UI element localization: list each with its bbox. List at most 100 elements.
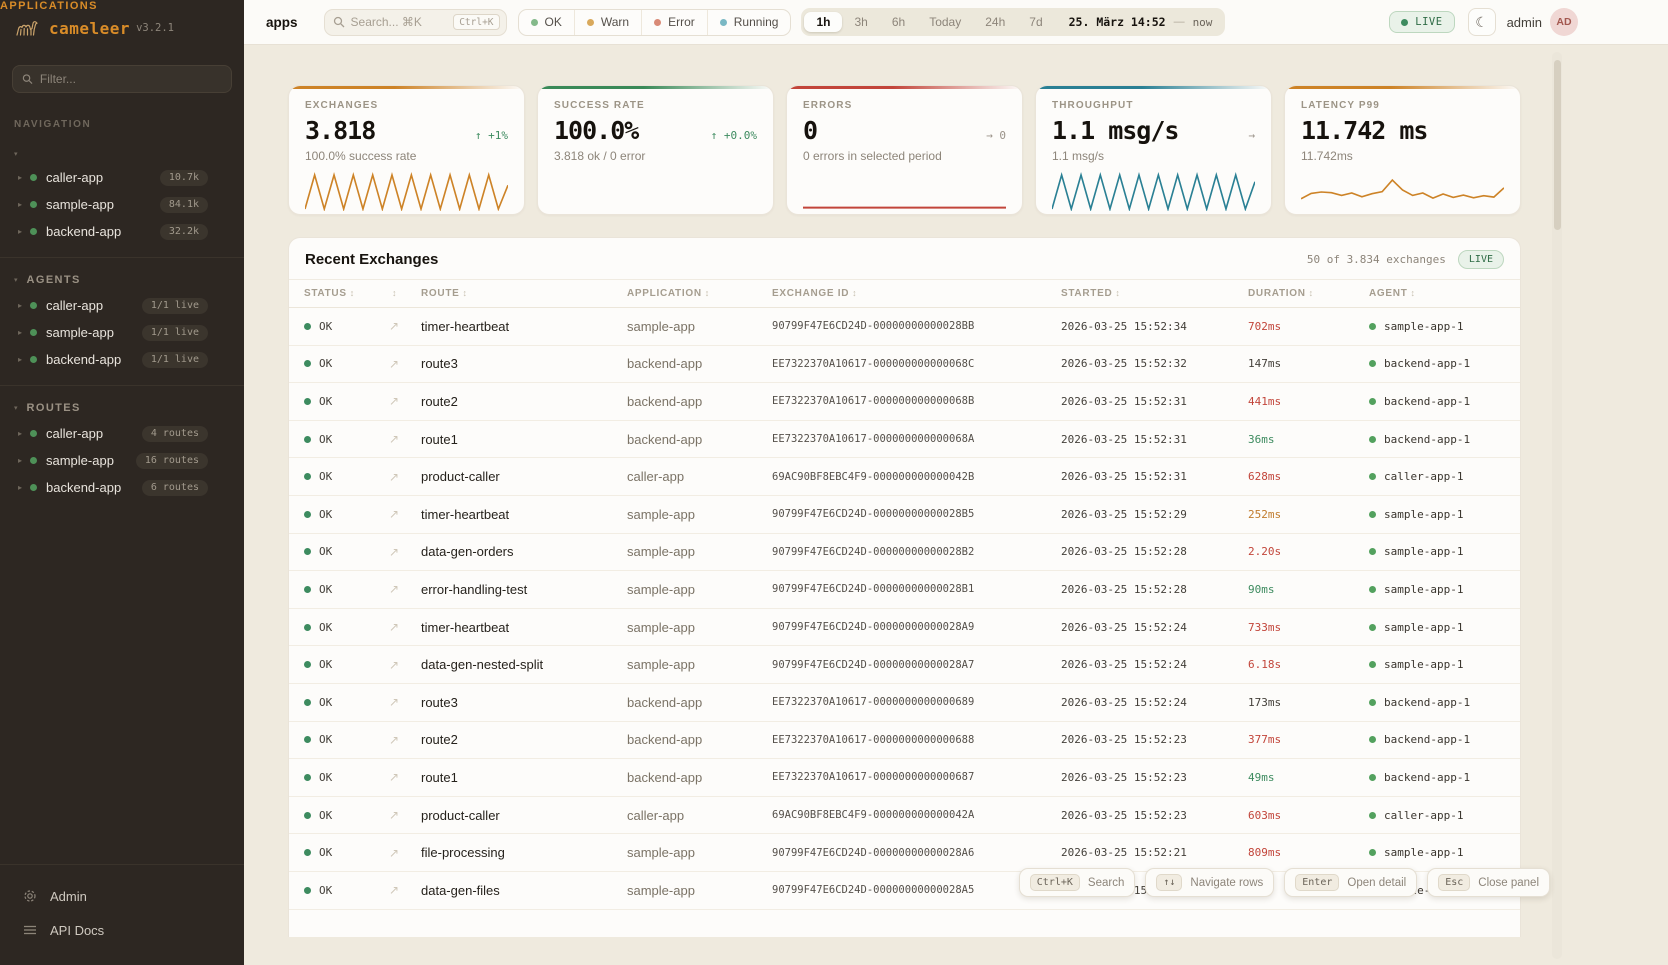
open-exchange-icon[interactable]: ↗ <box>389 845 400 860</box>
sidebar-nav-item[interactable]: ▸ sample-app 84.1k <box>0 191 244 218</box>
section-header[interactable]: ▾ ROUTES <box>0 396 244 420</box>
col-application[interactable]: APPLICATION ↕ <box>627 288 710 299</box>
open-exchange-icon[interactable]: ↗ <box>389 356 400 371</box>
time-range-24h[interactable]: 24h <box>985 15 1006 29</box>
open-exchange-icon[interactable]: ↗ <box>389 695 400 710</box>
row-started: 2026-03-25 15:52:31 <box>1061 432 1187 446</box>
filter-running[interactable]: Running <box>708 10 791 35</box>
time-range-today[interactable]: Today <box>929 15 962 29</box>
collapse-icon: ▾ <box>14 151 18 158</box>
row-agent: caller-app-1 <box>1384 808 1464 822</box>
kpi-card-exchanges[interactable]: EXCHANGES 3.818 ↑ +1% 100.0% success rat… <box>288 85 525 215</box>
status-dot <box>30 430 37 437</box>
table-row[interactable]: OK ↗ route1 backend-app EE7322370A10617-… <box>289 421 1520 459</box>
kpi-subtitle: 1.1 msg/s <box>1052 149 1105 163</box>
row-status: OK <box>319 620 333 634</box>
col-agent[interactable]: AGENT ↕ <box>1369 288 1416 299</box>
row-application: sample-app <box>627 882 695 898</box>
open-exchange-icon[interactable]: ↗ <box>389 469 400 484</box>
table-row[interactable]: OK ↗ route3 backend-app EE7322370A10617-… <box>289 684 1520 722</box>
open-exchange-icon[interactable]: ↗ <box>389 883 400 898</box>
open-exchange-icon[interactable]: ↗ <box>389 544 400 559</box>
time-range-display[interactable]: 25. März 14:52 — now <box>1069 15 1223 29</box>
avatar[interactable]: AD <box>1550 8 1578 36</box>
sidebar-nav-item[interactable]: ▸ caller-app 10.7k <box>0 164 244 191</box>
kpi-card-errors[interactable]: ERRORS 0 → 0 0 errors in selected period <box>786 85 1023 215</box>
section-label: ROUTES <box>26 402 81 414</box>
search-input[interactable] <box>350 15 451 29</box>
global-search[interactable]: Ctrl+K <box>323 8 507 36</box>
table-row[interactable]: OK ↗ data-gen-nested-split sample-app 90… <box>289 646 1520 684</box>
open-exchange-icon[interactable]: ↗ <box>389 319 400 334</box>
open-exchange-icon[interactable]: ↗ <box>389 432 400 447</box>
filter-ok[interactable]: OK <box>519 9 575 35</box>
filter-input[interactable] <box>39 72 222 86</box>
section-header[interactable]: ▾ AGENTS <box>0 268 244 292</box>
filter-warn[interactable]: Warn <box>575 9 643 35</box>
sidebar-nav-item[interactable]: ▸ sample-app 16 routes <box>0 447 244 474</box>
table-row[interactable]: OK ↗ product-caller caller-app 69AC90BF8… <box>289 458 1520 496</box>
hint-search: Ctrl+K Search <box>1018 868 1136 897</box>
table-row[interactable]: OK ↗ route2 backend-app EE7322370A10617-… <box>289 383 1520 421</box>
col-exchange-id[interactable]: EXCHANGE ID ↕ <box>772 288 858 299</box>
app-logo[interactable]: cameleer v3.2.1 <box>0 0 244 53</box>
table-row[interactable]: OK ↗ timer-heartbeat sample-app 90799F47… <box>289 496 1520 534</box>
col-started[interactable]: STARTED ↕ <box>1061 288 1121 299</box>
scrollbar-thumb[interactable] <box>1553 60 1561 230</box>
row-started: 2026-03-25 15:52:23 <box>1061 808 1187 822</box>
sidebar-nav-item[interactable]: ▸ backend-app 32.2k <box>0 218 244 245</box>
sidebar-nav-item[interactable]: ▸ sample-app 1/1 live <box>0 319 244 346</box>
table-row[interactable]: OK ↗ error-handling-test sample-app 9079… <box>289 571 1520 609</box>
row-status: OK <box>319 319 333 333</box>
time-range-7d[interactable]: 7d <box>1029 15 1043 29</box>
time-range-6h[interactable]: 6h <box>891 15 906 29</box>
section-header[interactable]: ▾ APPLICATIONS <box>0 0 244 164</box>
table-row[interactable]: OK ↗ product-caller caller-app 69AC90BF8… <box>289 797 1520 835</box>
table-row[interactable]: OK ↗ route1 backend-app EE7322370A10617-… <box>289 759 1520 797</box>
open-exchange-icon[interactable]: ↗ <box>389 657 400 672</box>
status-dot <box>30 201 37 208</box>
table-row[interactable]: OK ↗ route3 backend-app EE7322370A10617-… <box>289 346 1520 384</box>
sidebar-item-admin[interactable]: Admin <box>0 879 244 913</box>
open-exchange-icon[interactable]: ↗ <box>389 394 400 409</box>
nav-item-badge: 32.2k <box>159 223 208 240</box>
sidebar-item-api-docs[interactable]: API Docs <box>0 913 244 947</box>
range-separator: — <box>1173 16 1185 28</box>
app-name: cameleer <box>49 18 131 38</box>
open-exchange-icon[interactable]: ↗ <box>389 620 400 635</box>
open-exchange-icon[interactable]: ↗ <box>389 582 400 597</box>
open-exchange-icon[interactable]: ↗ <box>389 732 400 747</box>
live-toggle[interactable]: LIVE <box>1389 11 1455 33</box>
section-label: APPLICATIONS <box>0 0 98 12</box>
sidebar-nav-item[interactable]: ▸ backend-app 6 routes <box>0 474 244 501</box>
sidebar-nav-item[interactable]: ▸ caller-app 1/1 live <box>0 292 244 319</box>
theme-toggle[interactable]: ☾ <box>1467 8 1496 36</box>
col-route[interactable]: ROUTE ↕ <box>421 288 468 299</box>
row-duration: 6.18s <box>1248 658 1282 672</box>
open-exchange-icon[interactable]: ↗ <box>389 770 400 785</box>
col-link[interactable]: ↕ <box>389 288 421 299</box>
table-row[interactable]: OK ↗ timer-heartbeat sample-app 90799F47… <box>289 308 1520 346</box>
kpi-card-throughput[interactable]: THROUGHPUT 1.1 msg/s → 1.1 msg/s <box>1035 85 1272 215</box>
admin-label: Admin <box>50 888 87 904</box>
sidebar-nav-item[interactable]: ▸ backend-app 1/1 live <box>0 346 244 373</box>
table-live-badge[interactable]: LIVE <box>1457 250 1504 269</box>
table-row[interactable]: OK ↗ file-processing sample-app 90799F47… <box>289 834 1520 872</box>
row-exchange-id: 90799F47E6CD24D-00000000000028B2 <box>772 545 975 558</box>
col-duration[interactable]: DURATION ↕ <box>1248 288 1314 299</box>
table-row[interactable]: OK ↗ timer-heartbeat sample-app 90799F47… <box>289 609 1520 647</box>
open-exchange-icon[interactable]: ↗ <box>389 507 400 522</box>
time-range-1h[interactable]: 1h <box>804 12 843 32</box>
time-range-3h[interactable]: 3h <box>854 15 868 29</box>
col-status[interactable]: STATUS ↕ <box>304 288 355 299</box>
sidebar-nav-item[interactable]: ▸ caller-app 4 routes <box>0 420 244 447</box>
table-row[interactable]: OK ↗ data-gen-orders sample-app 90799F47… <box>289 534 1520 572</box>
table-row[interactable]: OK ↗ route2 backend-app EE7322370A10617-… <box>289 722 1520 760</box>
open-exchange-icon[interactable]: ↗ <box>389 808 400 823</box>
sidebar-filter[interactable] <box>12 65 232 93</box>
filter-error[interactable]: Error <box>642 9 708 35</box>
kpi-card-latency[interactable]: LATENCY P99 11.742 ms 11.742ms <box>1284 85 1521 215</box>
kpi-card-success-rate[interactable]: SUCCESS RATE 100.0% ↑ +0.0% 3.818 ok / 0… <box>537 85 774 215</box>
row-status-dot <box>304 623 311 631</box>
scrollbar-track[interactable] <box>1552 52 1562 959</box>
